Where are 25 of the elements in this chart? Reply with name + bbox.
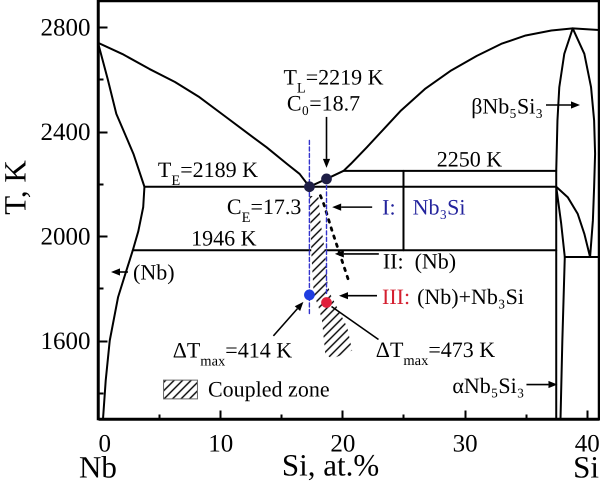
- annotation: Nb₃Si: [412, 194, 466, 220]
- x-tick-label: 10: [208, 430, 234, 458]
- y-tick-label: 2800: [40, 14, 90, 42]
- x-tick-label: 30: [452, 430, 478, 458]
- annotation: (Nb)+Nb₃Si: [417, 284, 524, 310]
- annotation: βNb₅Si₃: [471, 93, 543, 118]
- annotation: 1946 K: [191, 226, 257, 251]
- annotation: T$_{L}$=2219 K: [283, 64, 384, 96]
- y-axis-title: T, K: [0, 160, 32, 215]
- annotation: C$_{E}$=17.3: [226, 194, 302, 226]
- x-tick-label: 0: [98, 430, 111, 458]
- x-tick-label: 40: [574, 430, 600, 458]
- y-tick-label: 2400: [40, 119, 90, 146]
- y-tick-label: 1600: [40, 328, 90, 356]
- annotation: αNb₅Si₃: [452, 372, 524, 398]
- annotation: II: (Nb): [382, 248, 456, 274]
- annotation: 2250 K: [436, 146, 502, 172]
- annotation: I:: [382, 194, 396, 220]
- y-tick-label: 2000: [40, 224, 90, 251]
- annotation: III:: [382, 284, 410, 310]
- annotation: T$_{E}$=2189 K: [158, 157, 258, 190]
- legend-label: Coupled zone: [208, 376, 330, 402]
- annotation: ΔT$_{max}$=414 K: [172, 337, 292, 370]
- annotation: ΔT$_{max}$=473 K: [376, 336, 496, 369]
- annotation: (Nb): [133, 259, 175, 284]
